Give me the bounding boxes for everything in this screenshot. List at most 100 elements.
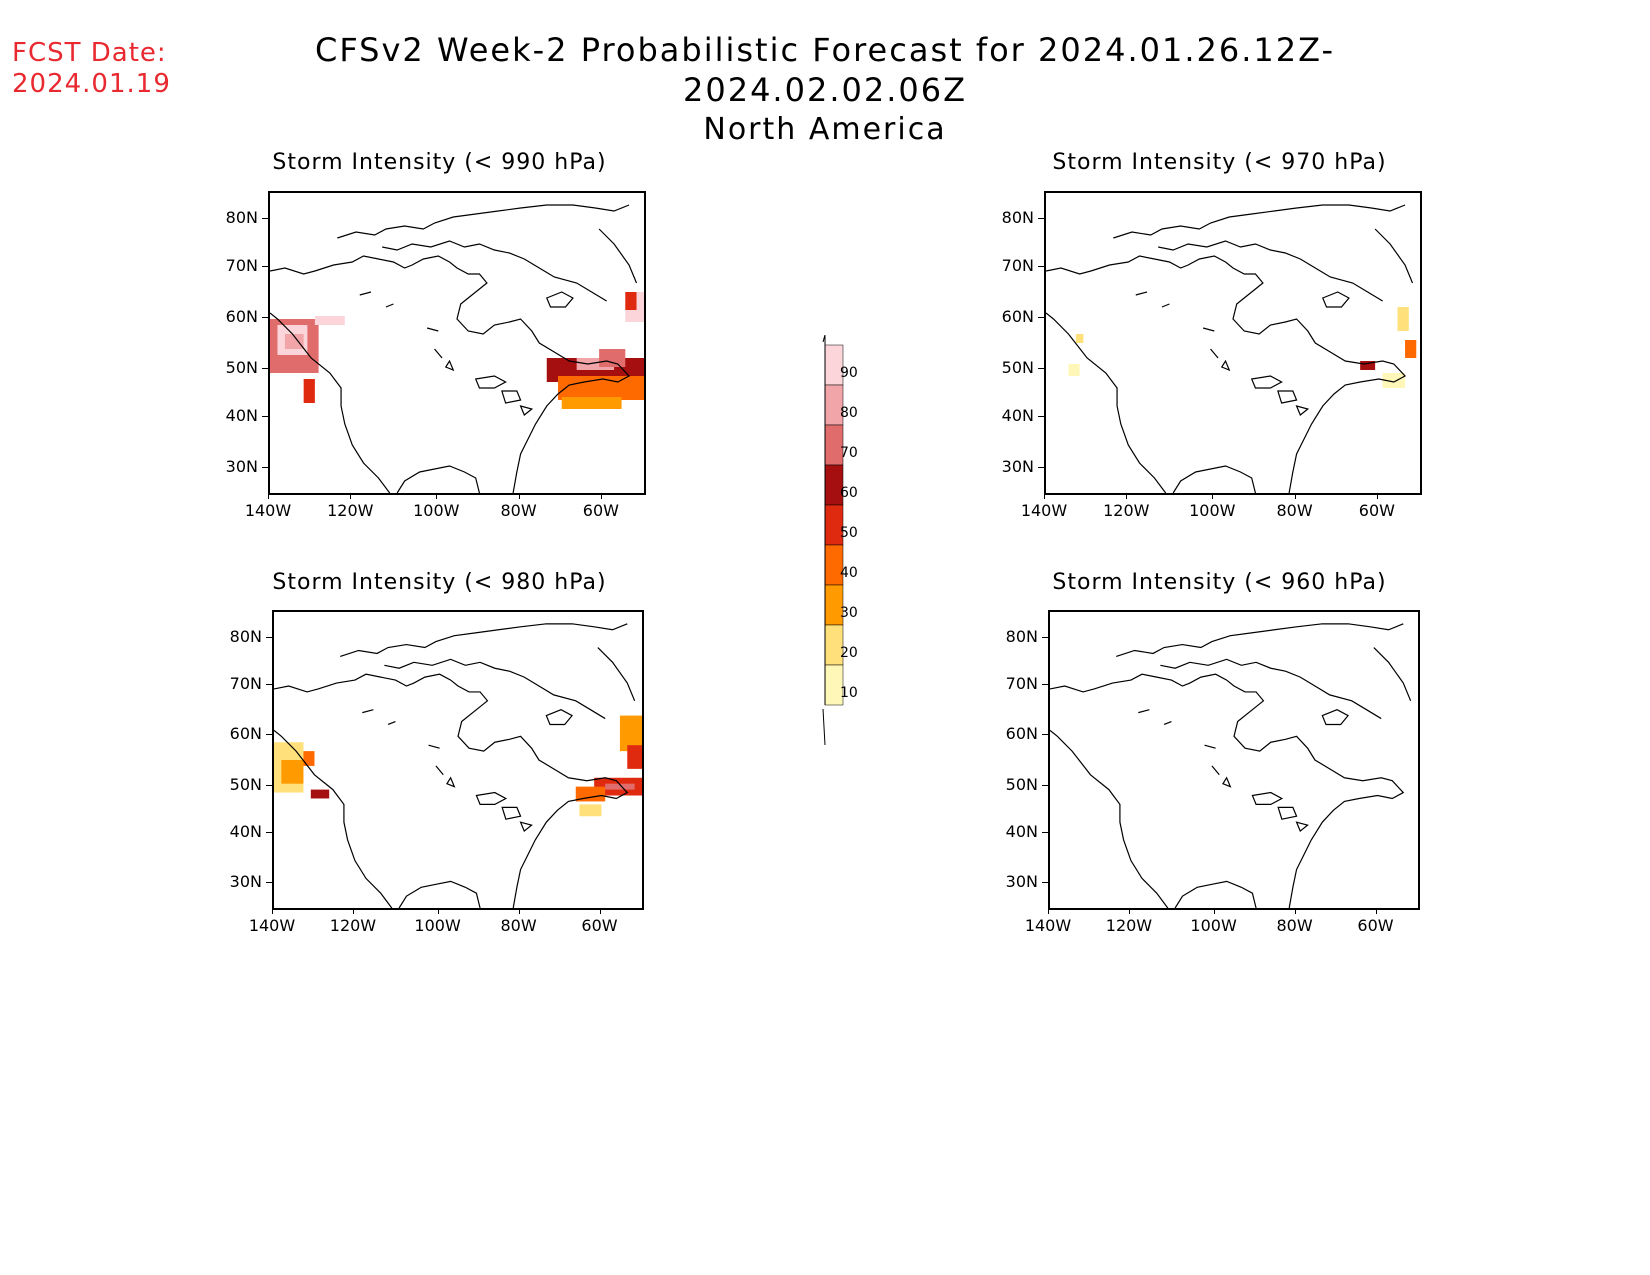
probability-patch <box>619 715 642 752</box>
lon-tick-label: 80W <box>500 916 537 935</box>
lon-tick-mark <box>352 908 354 914</box>
lon-tick-mark <box>272 908 273 914</box>
lat-tick-mark <box>1042 882 1048 884</box>
map-frame-p990 <box>268 191 646 495</box>
lat-tick-mark <box>1038 467 1044 468</box>
lon-tick-mark <box>518 908 520 914</box>
map-p960 <box>1050 612 1418 908</box>
colorbar-label: 60 <box>840 485 858 501</box>
lat-tick-label: 30N <box>1001 457 1034 476</box>
lon-tick-mark <box>1212 493 1214 499</box>
lon-tick-label: 100W <box>413 501 460 520</box>
lat-tick-mark <box>262 218 268 219</box>
lat-tick-mark <box>1038 266 1044 267</box>
lat-tick-label: 80N <box>225 208 258 227</box>
forecast-date-value: 2024.01.19 <box>12 69 171 99</box>
lat-tick-mark <box>266 684 272 685</box>
probability-patch <box>303 751 315 766</box>
lon-tick-label: 120W <box>1103 501 1150 520</box>
lat-tick-label: 70N <box>229 674 262 693</box>
lat-tick-mark <box>266 734 272 736</box>
probability-patch <box>599 349 626 367</box>
lat-tick-label: 60N <box>225 307 258 326</box>
lat-tick-mark <box>266 636 272 638</box>
probability-patch <box>284 334 304 349</box>
probability-patch <box>605 783 635 790</box>
probability-patch <box>281 760 304 784</box>
panel-title-970: Storm Intensity (< 970 hPa) <box>1052 150 1387 175</box>
lon-tick-label: 100W <box>414 916 461 935</box>
colorbar <box>822 335 844 745</box>
arctic-islands <box>1113 205 1412 358</box>
panel-990: Storm Intensity (< 990 hPa) <box>252 150 627 500</box>
lon-tick-mark <box>1044 493 1045 499</box>
lon-tick-label: 140W <box>244 501 292 520</box>
great-lakes <box>1222 361 1308 415</box>
panel-960: Storm Intensity (< 960 hPa) <box>1032 570 1407 920</box>
colorbar-label: 20 <box>840 645 858 661</box>
coastline <box>274 674 627 908</box>
lat-tick-label: 40N <box>225 406 258 425</box>
coastline <box>270 256 629 493</box>
probability-patch <box>575 786 606 802</box>
colorbar-label: 80 <box>840 405 858 421</box>
lon-tick-label: 60W <box>1358 501 1395 520</box>
lat-tick-mark <box>1038 368 1044 369</box>
great-lakes <box>1223 778 1308 831</box>
lon-tick-label: 100W <box>1189 501 1236 520</box>
lon-tick-label: 120W <box>327 501 374 520</box>
lat-tick-label: 40N <box>1005 822 1038 841</box>
lat-tick-label: 60N <box>229 724 262 744</box>
lon-tick-mark <box>600 493 602 499</box>
probability-patch <box>1360 361 1376 370</box>
great-lakes <box>447 778 532 831</box>
lon-tick-mark <box>1126 493 1128 499</box>
lat-tick-mark <box>1042 636 1048 638</box>
lon-tick-label: 60W <box>1357 916 1394 935</box>
lon-tick-mark <box>1294 908 1296 914</box>
probability-patch <box>1397 307 1409 331</box>
lon-tick-label: 140W <box>248 916 296 935</box>
probability-patch <box>310 789 330 799</box>
panel-title-980: Storm Intensity (< 980 hPa) <box>272 570 607 595</box>
lat-tick-mark <box>266 882 272 884</box>
map-p970 <box>1046 193 1420 493</box>
arctic-islands <box>337 205 636 358</box>
lon-tick-mark <box>599 908 601 914</box>
probability-patch <box>314 316 345 325</box>
probability-patch <box>561 397 622 409</box>
map-frame-p980 <box>272 610 644 910</box>
lon-tick-mark <box>268 493 269 499</box>
lon-tick-mark <box>1294 493 1296 499</box>
lon-tick-mark <box>350 493 352 499</box>
lon-tick-mark <box>437 908 439 914</box>
lat-tick-label: 50N <box>1001 358 1034 377</box>
coastline <box>1050 674 1403 908</box>
lat-tick-mark <box>266 784 272 786</box>
colorbar-label: 50 <box>840 525 858 541</box>
colorbar-label: 90 <box>840 365 858 381</box>
lon-tick-mark <box>1375 908 1377 914</box>
lat-tick-label: 70N <box>1005 674 1038 693</box>
map-p990 <box>270 193 644 493</box>
coastline <box>1046 256 1405 493</box>
panel-980: Storm Intensity (< 980 hPa) <box>252 570 627 920</box>
arctic-islands <box>1116 624 1410 775</box>
great-lakes <box>446 361 532 415</box>
colorbar-label: 30 <box>840 605 858 621</box>
lat-tick-label: 80N <box>229 626 262 646</box>
lon-tick-label: 120W <box>329 916 377 935</box>
probability-patch <box>627 745 642 769</box>
lon-tick-mark <box>1048 908 1049 914</box>
lat-tick-label: 40N <box>1001 406 1034 425</box>
probability-patch <box>303 379 315 403</box>
arctic-islands <box>340 624 634 775</box>
lat-tick-label: 40N <box>229 822 262 841</box>
colorbar-label: 70 <box>840 445 858 461</box>
lat-tick-label: 50N <box>225 358 258 377</box>
panel-970: Storm Intensity (< 970 hPa) <box>1032 150 1407 500</box>
lon-tick-label: 120W <box>1105 916 1153 935</box>
lon-tick-label: 80W <box>1276 916 1313 935</box>
page-title: CFSv2 Week-2 Probabilistic Forecast for … <box>190 30 1460 150</box>
probability-patch <box>557 376 644 400</box>
